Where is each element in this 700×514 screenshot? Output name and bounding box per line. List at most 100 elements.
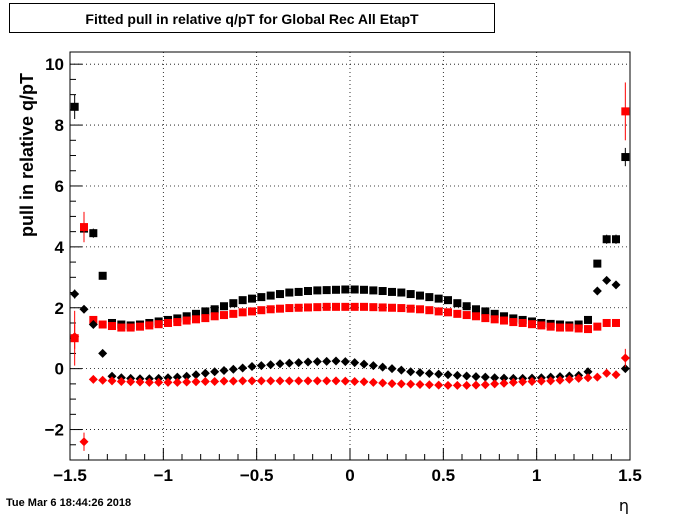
data-point-diamond <box>88 320 98 330</box>
data-point-square <box>397 304 406 313</box>
data-point-square <box>528 320 536 329</box>
data-point-diamond <box>284 358 294 368</box>
data-point-square <box>350 302 359 311</box>
data-point-square <box>350 285 359 294</box>
data-point-diamond <box>527 376 537 386</box>
data-point-diamond <box>322 376 332 386</box>
data-point-diamond <box>546 376 556 386</box>
data-point-square <box>565 323 574 332</box>
data-point-square <box>257 293 266 302</box>
data-point-square <box>238 296 247 305</box>
data-point-square <box>621 107 630 116</box>
data-point-diamond <box>499 373 509 383</box>
data-point-diamond <box>350 376 360 386</box>
data-point-square <box>406 290 415 299</box>
data-point-square <box>500 316 508 325</box>
data-point-diamond <box>480 380 490 390</box>
data-point-square <box>220 302 228 311</box>
y-tick-label: −2 <box>45 421 64 440</box>
data-point-diamond <box>312 357 322 367</box>
data-point-diamond <box>191 370 201 380</box>
data-point-diamond <box>592 372 602 382</box>
data-point-diamond <box>462 380 472 390</box>
data-point-diamond <box>620 364 630 374</box>
data-point-square <box>518 318 527 327</box>
data-point-diamond <box>490 379 500 389</box>
data-point-diamond <box>583 367 593 377</box>
data-point-diamond <box>266 360 276 370</box>
data-point-diamond <box>406 367 416 377</box>
data-point-square <box>388 303 396 312</box>
data-point-square <box>229 299 238 308</box>
data-point-diamond <box>396 379 406 389</box>
data-point-square <box>584 315 592 324</box>
data-point-diamond <box>331 356 341 366</box>
data-point-square <box>612 235 620 244</box>
data-point-square <box>182 316 191 325</box>
data-point-diamond <box>228 376 238 386</box>
data-point-diamond <box>303 376 313 386</box>
data-point-diamond <box>434 369 444 379</box>
data-point-diamond <box>172 377 182 387</box>
data-point-diamond <box>200 368 210 378</box>
data-point-square <box>238 308 247 317</box>
data-point-diamond <box>191 377 201 387</box>
data-point-diamond <box>387 364 397 374</box>
data-point-square <box>229 309 238 318</box>
y-tick-label: 6 <box>55 177 64 196</box>
data-point-square <box>500 312 508 321</box>
data-point-diamond <box>424 369 434 379</box>
data-point-diamond <box>583 373 593 383</box>
timestamp: Tue Mar 6 18:44:26 2018 <box>6 497 132 509</box>
data-point-diamond <box>368 361 378 371</box>
data-point-diamond <box>70 332 80 342</box>
data-point-square <box>285 288 294 297</box>
data-point-square <box>416 305 424 314</box>
data-point-diamond <box>574 373 584 383</box>
data-point-square <box>117 323 126 332</box>
data-point-square <box>378 287 387 296</box>
data-point-diamond <box>462 371 472 381</box>
data-point-diamond <box>490 373 500 383</box>
data-point-square <box>444 308 452 317</box>
data-point-square <box>182 312 191 321</box>
data-point-square <box>472 312 480 321</box>
data-point-square <box>574 324 583 333</box>
data-point-diamond <box>611 370 621 380</box>
data-point-square <box>481 307 490 316</box>
axes: −1.5 −1 −0.5 0 0.5 1 1.5 −2 0 2 4 6 8 10 <box>45 55 642 485</box>
data-point-square <box>416 291 424 300</box>
data-point-square <box>490 315 499 324</box>
data-point-diamond <box>275 359 285 369</box>
data-point-diamond <box>602 368 612 378</box>
data-point-square <box>98 271 107 280</box>
data-point-square <box>388 287 396 296</box>
data-point-square <box>425 306 434 315</box>
data-point-diamond <box>98 375 108 385</box>
data-point-square <box>360 285 368 294</box>
grid <box>70 52 630 460</box>
data-point-square <box>313 303 322 312</box>
data-point-square <box>276 304 284 313</box>
data-point-diamond <box>340 357 350 367</box>
data-point-diamond <box>303 357 313 367</box>
data-point-diamond <box>247 362 257 372</box>
data-point-diamond <box>107 371 117 381</box>
data-point-diamond <box>70 289 80 299</box>
data-point-square <box>80 223 88 232</box>
data-point-square <box>192 309 200 318</box>
data-point-square <box>173 318 182 327</box>
data-point-square <box>612 318 620 327</box>
data-point-diamond <box>406 379 416 389</box>
data-point-square <box>434 294 443 303</box>
data-point-diamond <box>238 363 248 373</box>
data-point-diamond <box>163 377 173 387</box>
data-point-diamond <box>620 353 630 363</box>
data-point-square <box>192 315 200 324</box>
data-point-square <box>332 302 340 311</box>
x-tick-label: 1.5 <box>618 466 642 485</box>
data-point-square <box>266 291 275 300</box>
data-point-square <box>332 285 340 294</box>
data-point-square <box>220 311 228 320</box>
data-point-square <box>453 309 462 318</box>
